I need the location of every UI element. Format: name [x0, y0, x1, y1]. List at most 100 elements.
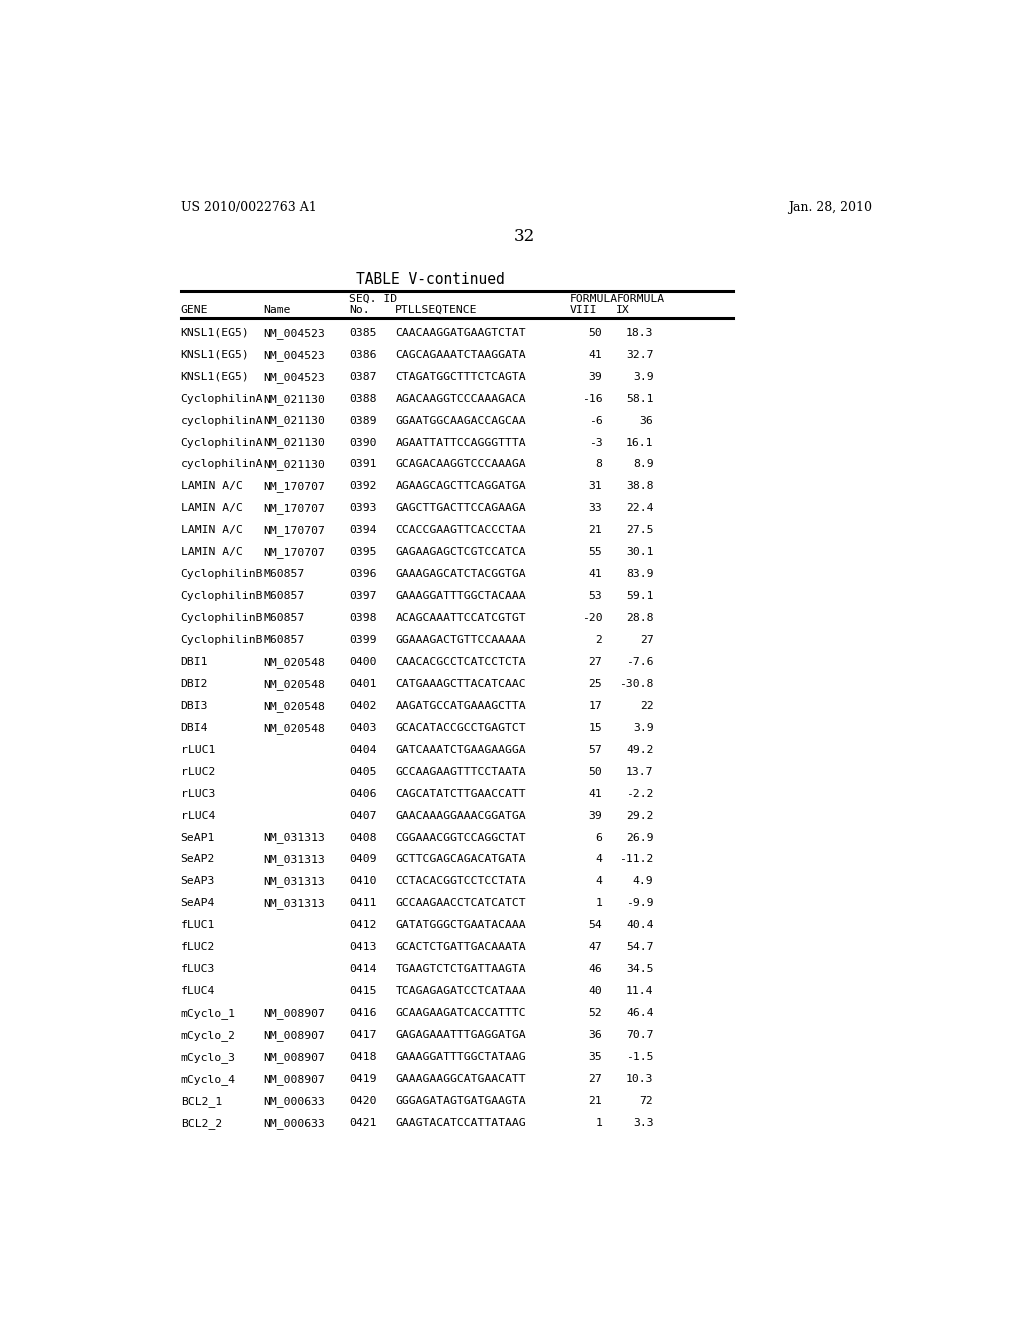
Text: CCACCGAAGTTCACCCTAA: CCACCGAAGTTCACCCTAA	[395, 525, 526, 536]
Text: rLUC3: rLUC3	[180, 788, 215, 799]
Text: M60857: M60857	[263, 612, 305, 623]
Text: 27: 27	[589, 657, 602, 667]
Text: CATGAAAGCTTACATCAAC: CATGAAAGCTTACATCAAC	[395, 678, 526, 689]
Text: 0418: 0418	[349, 1052, 377, 1063]
Text: FORMULA: FORMULA	[616, 294, 665, 304]
Text: GCAAGAAGATCACCATTTC: GCAAGAAGATCACCATTTC	[395, 1008, 526, 1018]
Text: 26.9: 26.9	[626, 833, 653, 842]
Text: -7.6: -7.6	[626, 657, 653, 667]
Text: 0405: 0405	[349, 767, 377, 776]
Text: US 2010/0022763 A1: US 2010/0022763 A1	[180, 201, 316, 214]
Text: CGGAAACGGTCCAGGCTAT: CGGAAACGGTCCAGGCTAT	[395, 833, 526, 842]
Text: 39: 39	[589, 372, 602, 381]
Text: CyclophilinA: CyclophilinA	[180, 393, 263, 404]
Text: GGAATGGCAAGACCAGCAA: GGAATGGCAAGACCAGCAA	[395, 416, 526, 425]
Text: 0401: 0401	[349, 678, 377, 689]
Text: GAGAGAAATTTGAGGATGA: GAGAGAAATTTGAGGATGA	[395, 1030, 526, 1040]
Text: 0402: 0402	[349, 701, 377, 711]
Text: 0403: 0403	[349, 723, 377, 733]
Text: SeAP2: SeAP2	[180, 854, 215, 865]
Text: LAMIN A/C: LAMIN A/C	[180, 482, 243, 491]
Text: 36: 36	[640, 416, 653, 425]
Text: rLUC4: rLUC4	[180, 810, 215, 821]
Text: KNSL1(EG5): KNSL1(EG5)	[180, 350, 250, 360]
Text: 54.7: 54.7	[626, 942, 653, 952]
Text: rLUC2: rLUC2	[180, 767, 215, 776]
Text: -20: -20	[582, 612, 602, 623]
Text: TCAGAGAGATCCTCATAAA: TCAGAGAGATCCTCATAAA	[395, 986, 526, 997]
Text: -16: -16	[582, 393, 602, 404]
Text: SeAP4: SeAP4	[180, 899, 215, 908]
Text: GENE: GENE	[180, 305, 208, 314]
Text: mCyclo_2: mCyclo_2	[180, 1030, 236, 1041]
Text: 53: 53	[589, 591, 602, 601]
Text: 13.7: 13.7	[626, 767, 653, 776]
Text: 59.1: 59.1	[626, 591, 653, 601]
Text: 0416: 0416	[349, 1008, 377, 1018]
Text: 0396: 0396	[349, 569, 377, 579]
Text: NM_170707: NM_170707	[263, 525, 326, 536]
Text: 32.7: 32.7	[626, 350, 653, 360]
Text: AGAAGCAGCTTCAGGATGA: AGAAGCAGCTTCAGGATGA	[395, 482, 526, 491]
Text: CyclophilinB: CyclophilinB	[180, 591, 263, 601]
Text: 1: 1	[595, 899, 602, 908]
Text: 35: 35	[589, 1052, 602, 1063]
Text: CAGCAGAAATCTAAGGATA: CAGCAGAAATCTAAGGATA	[395, 350, 526, 360]
Text: GAAGTACATCCATTATAAG: GAAGTACATCCATTATAAG	[395, 1118, 526, 1127]
Text: 0410: 0410	[349, 876, 377, 887]
Text: mCyclo_4: mCyclo_4	[180, 1074, 236, 1085]
Text: 22.4: 22.4	[626, 503, 653, 513]
Text: NM_021130: NM_021130	[263, 416, 326, 426]
Text: KNSL1(EG5): KNSL1(EG5)	[180, 327, 250, 338]
Text: M60857: M60857	[263, 569, 305, 579]
Text: 10.3: 10.3	[626, 1074, 653, 1084]
Text: 0390: 0390	[349, 437, 377, 447]
Text: 0391: 0391	[349, 459, 377, 470]
Text: 57: 57	[589, 744, 602, 755]
Text: CCTACACGGTCCTCCTATA: CCTACACGGTCCTCCTATA	[395, 876, 526, 887]
Text: fLUC4: fLUC4	[180, 986, 215, 997]
Text: 70.7: 70.7	[626, 1030, 653, 1040]
Text: AGAATTATTCCAGGGTTTA: AGAATTATTCCAGGGTTTA	[395, 437, 526, 447]
Text: 21: 21	[589, 1096, 602, 1106]
Text: 83.9: 83.9	[626, 569, 653, 579]
Text: 29.2: 29.2	[626, 810, 653, 821]
Text: 54: 54	[589, 920, 602, 931]
Text: NM_004523: NM_004523	[263, 327, 326, 339]
Text: GCAGACAAGGTCCCAAAGA: GCAGACAAGGTCCCAAAGA	[395, 459, 526, 470]
Text: 0417: 0417	[349, 1030, 377, 1040]
Text: 41: 41	[589, 569, 602, 579]
Text: CAACAAGGATGAAGTCTAT: CAACAAGGATGAAGTCTAT	[395, 327, 526, 338]
Text: 34.5: 34.5	[626, 964, 653, 974]
Text: 72: 72	[640, 1096, 653, 1106]
Text: GAACAAAGGAAACGGATGA: GAACAAAGGAAACGGATGA	[395, 810, 526, 821]
Text: SeAP3: SeAP3	[180, 876, 215, 887]
Text: cyclophilinA: cyclophilinA	[180, 459, 263, 470]
Text: -2.2: -2.2	[626, 788, 653, 799]
Text: cyclophilinA: cyclophilinA	[180, 416, 263, 425]
Text: GGGAGATAGTGATGAAGTA: GGGAGATAGTGATGAAGTA	[395, 1096, 526, 1106]
Text: Jan. 28, 2010: Jan. 28, 2010	[788, 201, 872, 214]
Text: 15: 15	[589, 723, 602, 733]
Text: 0395: 0395	[349, 548, 377, 557]
Text: NM_004523: NM_004523	[263, 372, 326, 383]
Text: mCyclo_1: mCyclo_1	[180, 1008, 236, 1019]
Text: 0398: 0398	[349, 612, 377, 623]
Text: 0387: 0387	[349, 372, 377, 381]
Text: 36: 36	[589, 1030, 602, 1040]
Text: 0421: 0421	[349, 1118, 377, 1127]
Text: 49.2: 49.2	[626, 744, 653, 755]
Text: LAMIN A/C: LAMIN A/C	[180, 548, 243, 557]
Text: 30.1: 30.1	[626, 548, 653, 557]
Text: DBI2: DBI2	[180, 678, 208, 689]
Text: 0406: 0406	[349, 788, 377, 799]
Text: NM_031313: NM_031313	[263, 899, 326, 909]
Text: ACAGCAAATTCCATCGTGT: ACAGCAAATTCCATCGTGT	[395, 612, 526, 623]
Text: 39: 39	[589, 810, 602, 821]
Text: 0412: 0412	[349, 920, 377, 931]
Text: 0411: 0411	[349, 899, 377, 908]
Text: NM_170707: NM_170707	[263, 503, 326, 515]
Text: 6: 6	[595, 833, 602, 842]
Text: 46: 46	[589, 964, 602, 974]
Text: LAMIN A/C: LAMIN A/C	[180, 525, 243, 536]
